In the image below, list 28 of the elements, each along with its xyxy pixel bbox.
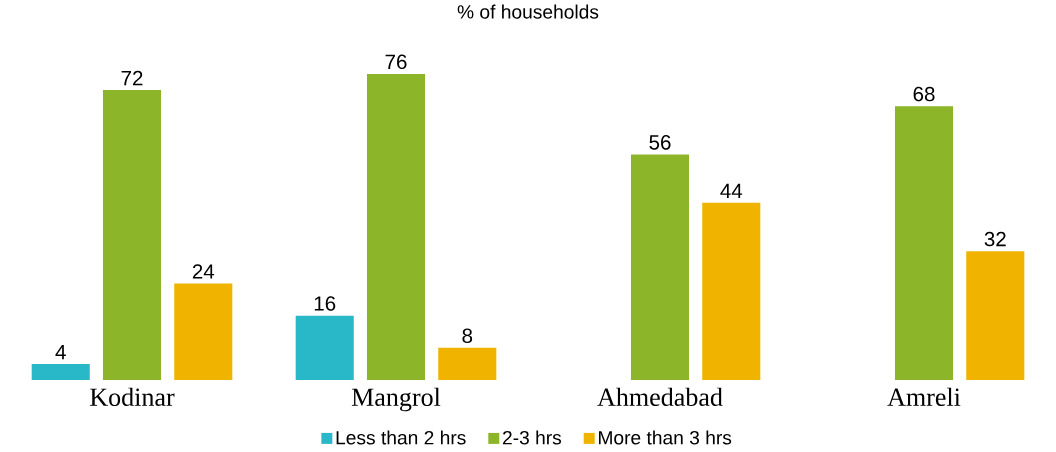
x-tick-label: Kodinar (90, 387, 175, 407)
legend-label: Less than 2 hrs (336, 430, 466, 445)
bar (894, 106, 954, 381)
data-label: 16 (314, 296, 336, 311)
bar (438, 347, 497, 381)
bar (702, 202, 761, 381)
x-tick-label: Ahmedabad (597, 387, 723, 407)
data-label: 68 (913, 86, 935, 102)
bar (630, 154, 690, 381)
data-label: 24 (192, 264, 215, 279)
data-label: 56 (649, 135, 671, 150)
data-label: 32 (984, 231, 1006, 247)
legend-label: 2-3 hrs (502, 430, 562, 445)
data-label: 4 (55, 345, 66, 360)
data-label: 44 (720, 183, 743, 199)
x-tick-label: Amreli (887, 387, 961, 407)
bar (966, 251, 1025, 381)
chart-title: % of households (457, 4, 599, 19)
data-label: 76 (385, 54, 407, 70)
legend-label: More than 3 hrs (599, 430, 732, 445)
x-tick-label: Mangrol (351, 387, 441, 412)
data-label: 72 (121, 70, 143, 86)
bar (31, 364, 90, 381)
data-label: 8 (462, 328, 473, 344)
bar (366, 74, 426, 381)
bar (295, 315, 354, 381)
bar (174, 283, 233, 381)
bar (102, 90, 162, 381)
